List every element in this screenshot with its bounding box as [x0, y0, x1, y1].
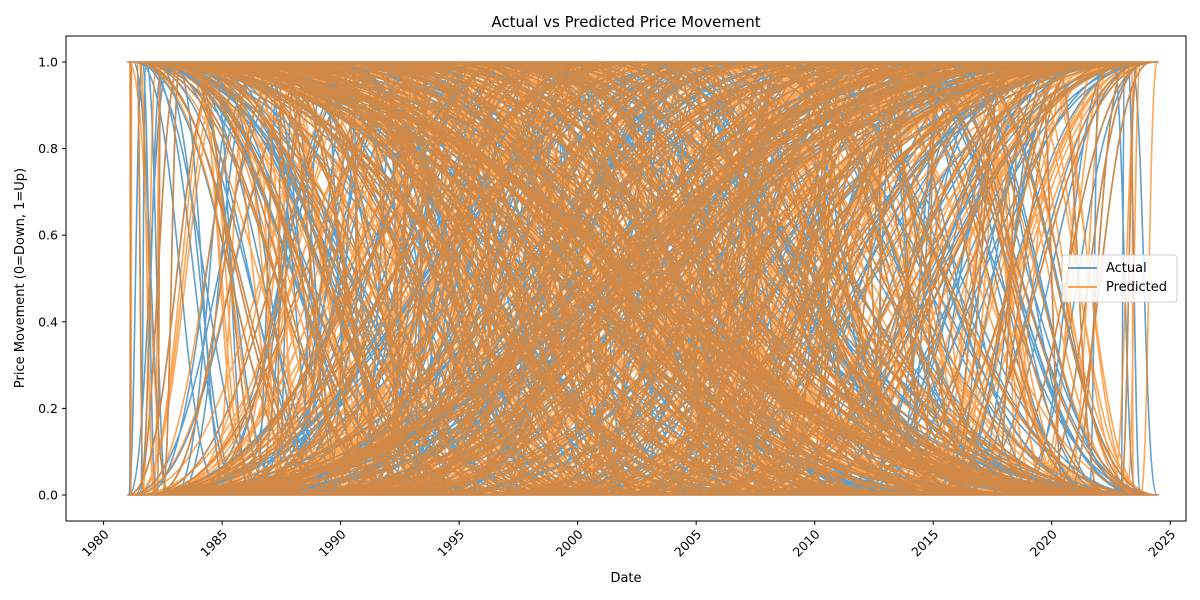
x-tick-label: 2010: [790, 526, 823, 559]
x-tick-label: 1980: [79, 526, 112, 559]
legend: Actual Predicted: [1061, 254, 1178, 303]
x-tick-label: 2020: [1027, 526, 1060, 559]
y-tick-label: 0.2: [38, 401, 58, 416]
x-tick-label: 1995: [434, 527, 467, 560]
y-tick-label: 0.0: [38, 488, 58, 503]
x-tick-label: 1990: [316, 526, 349, 559]
legend-label-actual: Actual: [1106, 261, 1147, 276]
y-tick-label: 0.6: [38, 228, 58, 243]
x-tick-label: 2015: [908, 527, 941, 560]
legend-box: [1061, 254, 1178, 303]
y-tick-label: 1.0: [38, 54, 58, 69]
x-tick-label: 2005: [671, 527, 704, 560]
y-tick-label: 0.4: [38, 314, 58, 329]
plot-frame: [65, 35, 1187, 522]
y-tick-label: 0.8: [38, 141, 58, 156]
plot-area: [126, 61, 1159, 496]
chart-title: Actual vs Predicted Price Movement: [491, 13, 760, 31]
x-tick-label: 2000: [553, 526, 586, 559]
x-tick-label: 2025: [1145, 527, 1178, 560]
x-axis: 1980 1985 1990 1995 2000 2005 2010 2015 2020 2025: [79, 521, 1178, 560]
legend-label-predicted: Predicted: [1106, 280, 1167, 295]
y-axis-title: Price Movement (0=Down, 1=Up): [13, 168, 28, 388]
x-tick-label: 1985: [197, 527, 230, 560]
x-axis-title: Date: [610, 571, 641, 586]
y-axis: 0.0 0.2 0.4 0.6 0.8 1.0: [38, 54, 66, 503]
series-line-predicted: [126, 61, 1159, 496]
